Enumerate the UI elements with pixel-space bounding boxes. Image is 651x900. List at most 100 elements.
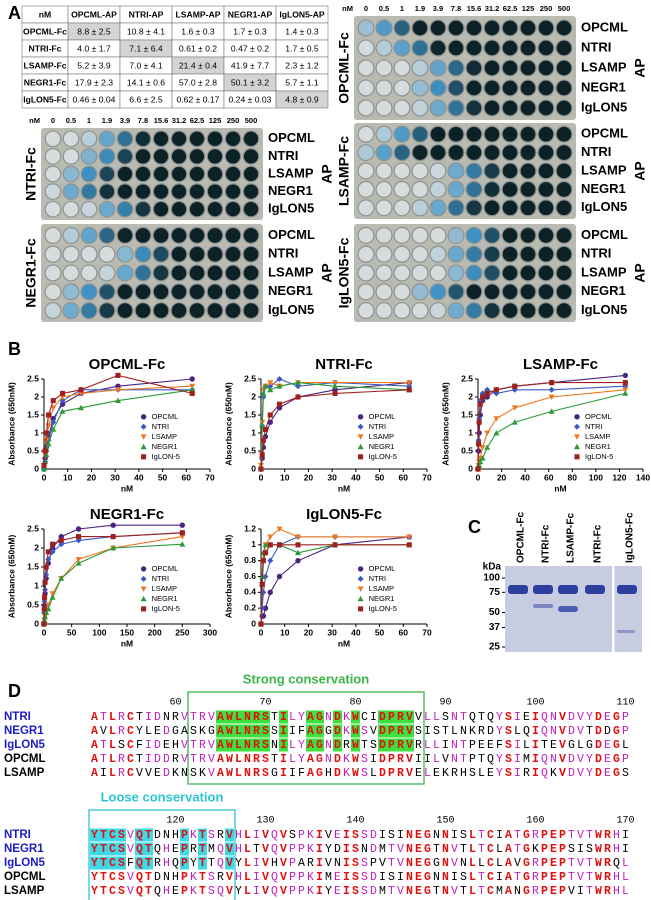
well — [501, 19, 519, 37]
marker — [49, 591, 56, 597]
band — [617, 630, 635, 633]
y-tick-label: 0.2 — [244, 602, 256, 612]
x-tick-label: 40 — [520, 472, 530, 482]
marker — [267, 589, 273, 596]
highlight — [306, 724, 315, 738]
row-label: IgLON5 — [581, 99, 627, 114]
y-tick-label: 0.5 — [244, 445, 256, 455]
marker — [78, 387, 84, 393]
well — [393, 99, 411, 117]
well — [393, 162, 411, 180]
well — [555, 302, 573, 320]
marker — [358, 454, 364, 460]
well — [393, 264, 411, 282]
marker — [357, 566, 364, 572]
well — [519, 226, 537, 244]
well — [170, 148, 188, 165]
marker — [50, 541, 56, 547]
well — [62, 302, 80, 320]
sequence-name: OPCML — [4, 871, 46, 883]
well — [447, 199, 465, 217]
highlight — [135, 828, 144, 842]
well — [447, 302, 465, 320]
marker — [276, 401, 283, 407]
row-label: NTRI — [581, 39, 611, 54]
table-text: 1.6 ± 0.3 — [181, 26, 215, 36]
well — [465, 39, 483, 57]
well — [429, 39, 447, 57]
well — [501, 144, 519, 162]
marker — [77, 404, 84, 411]
well — [375, 180, 393, 198]
highlight — [396, 724, 405, 738]
gel-unit: kDa — [483, 562, 502, 573]
legend-label: LSAMP — [585, 432, 610, 441]
legend-label: LSAMP — [369, 432, 394, 441]
marker — [140, 414, 147, 420]
well — [224, 226, 242, 244]
gel-gap — [612, 566, 615, 652]
table-text: 41.9 ± 7.7 — [231, 60, 269, 70]
well — [116, 245, 134, 263]
marker — [259, 581, 265, 587]
row-label: OPCML — [581, 227, 628, 242]
band — [585, 585, 605, 594]
well — [242, 245, 260, 263]
marker — [511, 419, 518, 425]
marker — [493, 430, 500, 436]
well — [393, 283, 411, 301]
legend-label: OPCML — [369, 564, 396, 573]
well — [242, 183, 260, 200]
x-tick-label: 50 — [375, 627, 385, 637]
lane-label: NTRI-Fc — [593, 524, 604, 563]
well — [465, 79, 483, 97]
well — [537, 19, 555, 37]
y-tick-label: 2 — [34, 542, 39, 552]
sequence-name: IgLON5 — [4, 739, 45, 751]
marker — [189, 376, 195, 382]
chart-title: LSAMP-Fc — [523, 356, 598, 373]
well — [62, 183, 80, 200]
marker — [43, 430, 49, 436]
x-tick-label: 120 — [612, 472, 626, 482]
marker — [110, 534, 116, 540]
x-tick-label: 50 — [67, 627, 77, 637]
highlight — [261, 724, 270, 738]
well — [411, 245, 429, 263]
x-tick-label: 10 — [280, 472, 290, 482]
well — [555, 162, 573, 180]
plate-header-col: 0 — [51, 116, 55, 125]
y-tick-label: 1.5 — [27, 561, 39, 571]
well — [80, 245, 98, 263]
well — [375, 302, 393, 320]
marker — [76, 534, 82, 540]
well — [411, 79, 429, 97]
well — [80, 302, 98, 320]
row-label: NEGR1 — [268, 283, 313, 298]
legend-label: LSAMP — [152, 432, 177, 441]
x-tick-label: 70 — [422, 472, 432, 482]
well — [44, 130, 62, 148]
well — [62, 200, 80, 218]
marker — [75, 557, 82, 563]
legend-label: IgLON-5 — [152, 604, 180, 613]
band — [533, 585, 553, 594]
plate — [41, 224, 263, 322]
lane-label: OPCML-Fc — [516, 511, 527, 563]
plate-title: IgLON5-Fc — [336, 237, 352, 308]
band — [533, 604, 553, 608]
well — [116, 226, 134, 244]
table-text: 0.46 ± 0.04 — [73, 94, 116, 104]
well — [170, 165, 188, 183]
well — [465, 302, 483, 320]
highlight — [378, 738, 387, 752]
well — [357, 264, 375, 282]
highlight — [279, 738, 288, 752]
marker — [574, 414, 580, 420]
marker — [267, 383, 274, 390]
well — [170, 283, 188, 301]
well — [206, 226, 224, 244]
row-label: NTRI — [268, 148, 298, 163]
